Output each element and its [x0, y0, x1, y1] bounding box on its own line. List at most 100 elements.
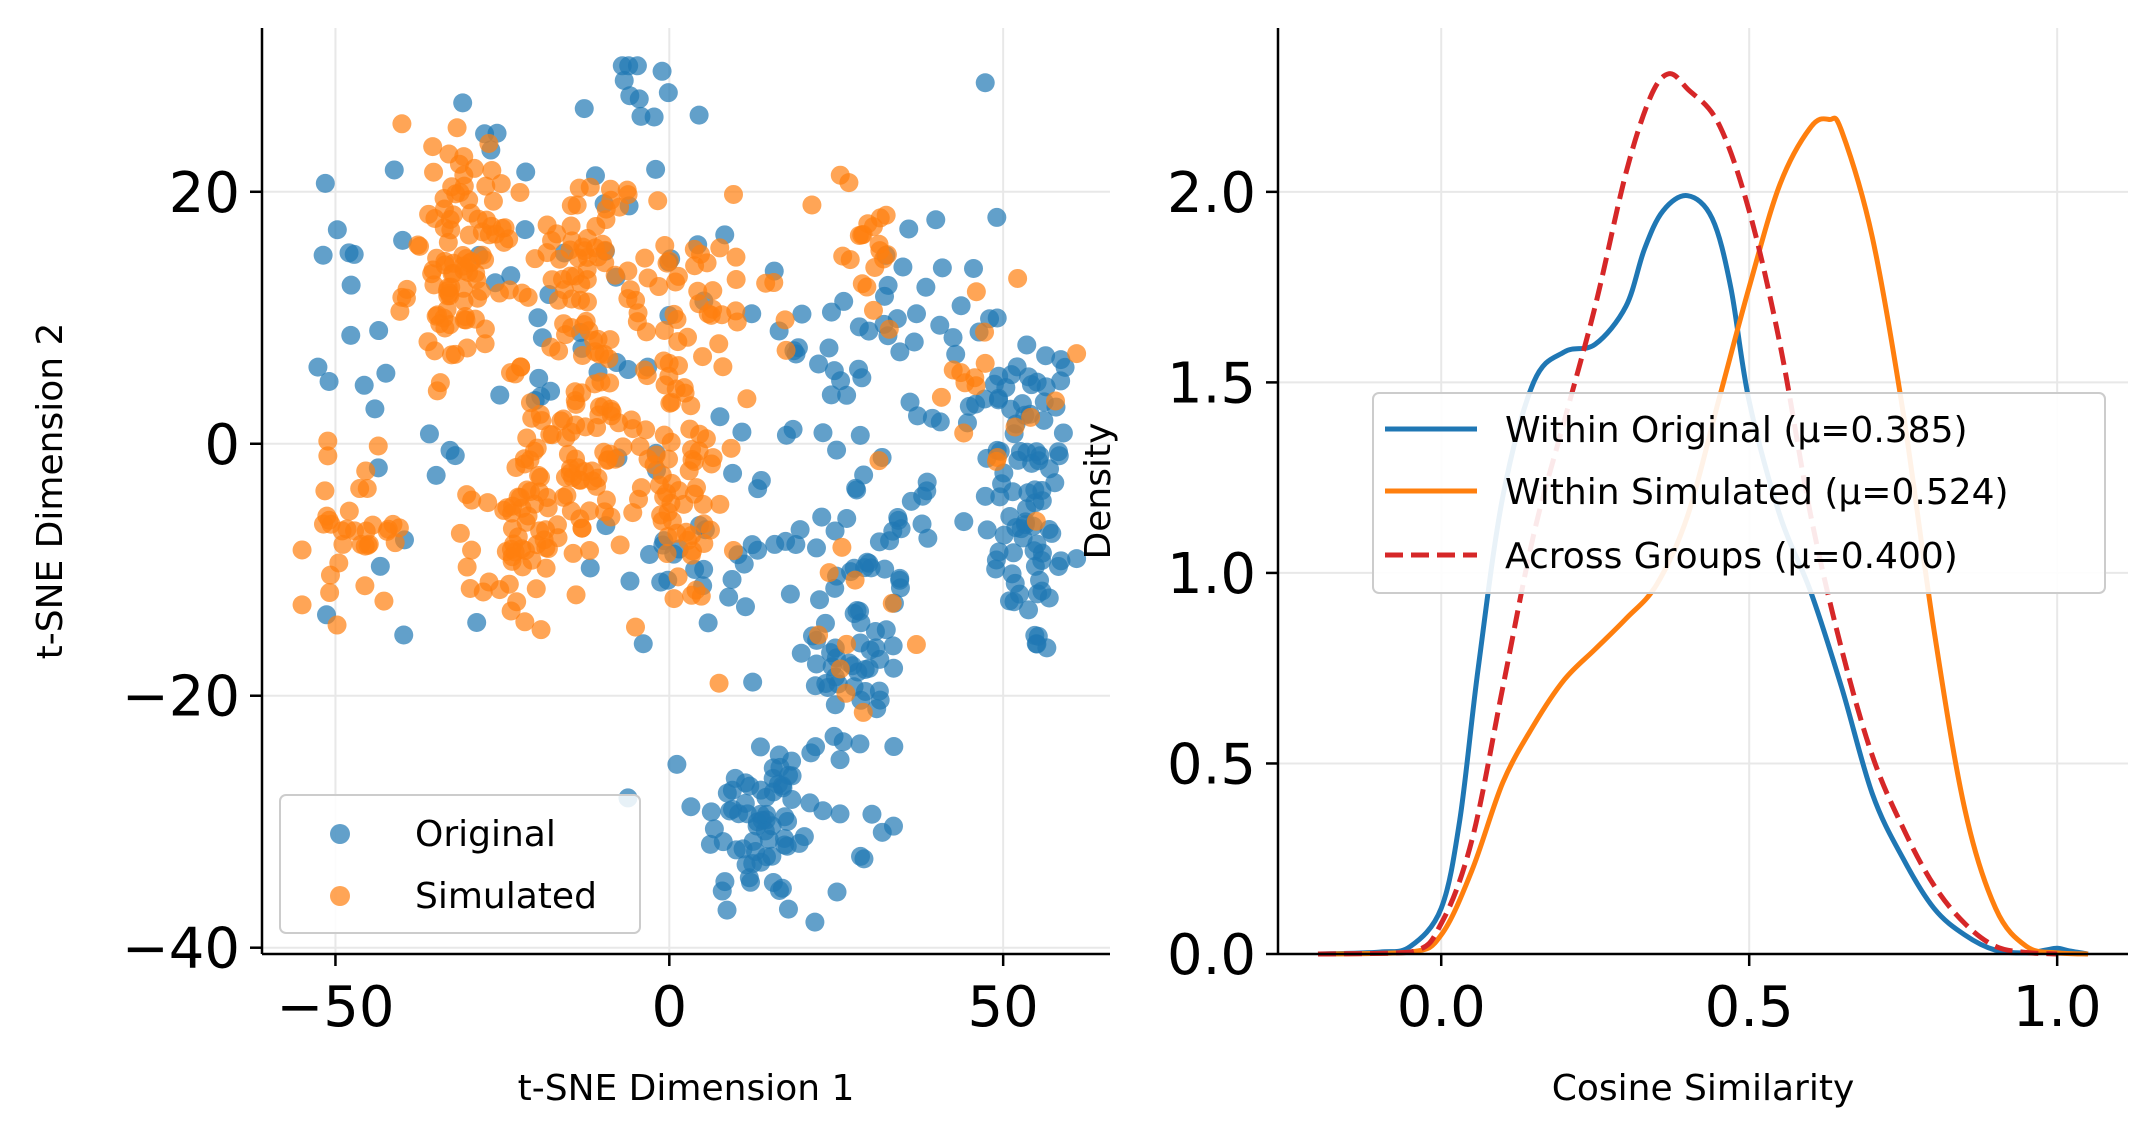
y-tick-label: 2.0 [1167, 161, 1256, 226]
scatter-point [750, 737, 770, 757]
scatter-point [468, 288, 488, 308]
legend-marker-original [330, 824, 350, 844]
scatter-point [719, 587, 739, 607]
scatter-point [499, 229, 519, 249]
scatter-point [1032, 491, 1052, 511]
scatter-point [594, 344, 614, 364]
scatter-point [438, 277, 458, 297]
scatter-point [550, 249, 570, 269]
scatter-point [693, 347, 713, 367]
scatter-point [850, 425, 870, 445]
scatter-point [462, 490, 482, 510]
scatter-point [652, 511, 672, 531]
scatter-point [556, 325, 576, 345]
scatter-point [725, 768, 745, 788]
scatter-point [697, 253, 717, 273]
scatter-point [830, 804, 850, 824]
scatter-point [912, 514, 932, 534]
scatter-point [318, 446, 338, 466]
scatter-point [836, 683, 856, 703]
scatter-point [627, 312, 647, 332]
scatter-point [987, 207, 1007, 227]
scatter-point [374, 591, 394, 611]
scatter-point [704, 819, 724, 839]
scatter-point [879, 319, 899, 339]
scatter-point [830, 165, 850, 185]
scatter-point [756, 273, 776, 293]
scatter-point [721, 438, 741, 458]
scatter-point [994, 525, 1014, 545]
scatter-point [863, 300, 883, 320]
scatter-point [943, 328, 963, 348]
scatter-point [1017, 335, 1037, 355]
scatter-point [722, 569, 742, 589]
scatter-point [483, 191, 503, 211]
scatter-point [1037, 638, 1057, 658]
scatter-point [975, 486, 995, 506]
scatter-point [1045, 473, 1065, 493]
scatter-point [849, 317, 869, 337]
density-lines [1317, 71, 2089, 957]
scatter-point [827, 882, 847, 902]
scatter-point [700, 834, 720, 854]
scatter-point [577, 292, 597, 312]
scatter-point [620, 571, 640, 591]
scatter-point [821, 302, 841, 322]
scatter-point [1008, 268, 1028, 288]
scatter-point [450, 523, 470, 543]
scatter-point [561, 216, 581, 236]
scatter-point [890, 342, 910, 362]
scatter-point [875, 286, 895, 306]
legend-label-within-original: Within Original (μ=0.385) [1505, 410, 1968, 451]
scatter-point [587, 418, 607, 438]
scatter-point [646, 159, 666, 179]
density-legend-box [1372, 392, 2106, 594]
scatter-point [819, 338, 839, 358]
scatter-point [337, 519, 357, 539]
scatter-point [717, 900, 737, 920]
scatter-point [567, 195, 587, 215]
scatter-point [536, 558, 556, 578]
scatter-point [427, 305, 447, 325]
scatter-point [572, 518, 592, 538]
scatter-point [1026, 511, 1046, 531]
y-tick-label: 20 [169, 161, 240, 226]
scatter-point [906, 635, 926, 655]
legend-label-simulated: Simulated [415, 876, 597, 917]
scatter-point [313, 245, 333, 265]
tsne-ticks: −50 0 50 −40 −20 0 20 [122, 161, 1039, 1040]
scatter-point [573, 237, 593, 257]
scatter-point [515, 454, 535, 474]
scatter-point [690, 424, 710, 444]
line-within-original [1317, 193, 2089, 957]
scatter-point [563, 543, 583, 563]
scatter-point [507, 592, 527, 612]
scatter-point [710, 494, 730, 514]
scatter-point [906, 304, 926, 324]
scatter-point [726, 270, 746, 290]
scatter-point [865, 621, 885, 641]
scatter-point [794, 827, 814, 847]
scatter-point [966, 282, 986, 302]
scatter-point [710, 407, 730, 427]
scatter-point [629, 89, 649, 109]
scatter-point [320, 583, 340, 603]
scatter-point [812, 507, 832, 527]
scatter-point [888, 508, 908, 528]
scatter-point [1024, 541, 1044, 561]
scatter-point [775, 310, 795, 330]
scatter-point [320, 565, 340, 585]
scatter-point [951, 296, 971, 316]
scatter-point [755, 821, 775, 841]
scatter-point [805, 912, 825, 932]
scatter-point [667, 310, 687, 330]
scatter-point [931, 387, 951, 407]
scatter-point [685, 559, 705, 579]
scatter-point [984, 374, 1004, 394]
line-across-groups [1317, 71, 2058, 957]
scatter-point [869, 234, 889, 254]
scatter-point [916, 277, 936, 297]
scatter-point [727, 312, 747, 332]
scatter-point [515, 220, 535, 240]
